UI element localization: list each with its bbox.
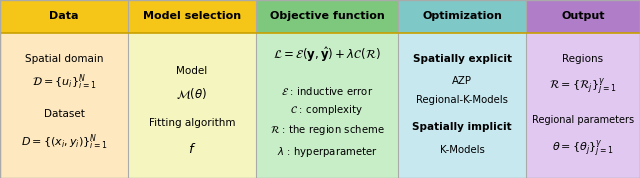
Text: Fitting algorithm: Fitting algorithm xyxy=(148,118,236,128)
Text: $\mathcal{E}$ : inductive error: $\mathcal{E}$ : inductive error xyxy=(281,85,373,97)
Text: K-Models: K-Models xyxy=(440,145,484,155)
Bar xyxy=(398,0,526,33)
Bar xyxy=(526,0,640,33)
Text: Spatial domain: Spatial domain xyxy=(25,54,103,64)
Text: $\mathcal{D} = \{u_i\}_{i=1}^{N}$: $\mathcal{D} = \{u_i\}_{i=1}^{N}$ xyxy=(32,72,96,92)
Text: $\mathcal{R}$ : the region scheme: $\mathcal{R}$ : the region scheme xyxy=(269,123,385,137)
Bar xyxy=(256,0,398,33)
Bar xyxy=(128,33,256,178)
Text: $D = \{(x_i, y_i)\}_{i=1}^{N}$: $D = \{(x_i, y_i)\}_{i=1}^{N}$ xyxy=(20,132,108,151)
Text: $\mathcal{M}(\theta)$: $\mathcal{M}(\theta)$ xyxy=(177,86,207,101)
Text: Objective function: Objective function xyxy=(269,11,385,22)
Bar xyxy=(256,33,398,178)
Text: Model selection: Model selection xyxy=(143,11,241,22)
Text: $\theta = \{\theta_j\}_{j=1}^{\gamma}$: $\theta = \{\theta_j\}_{j=1}^{\gamma}$ xyxy=(552,139,614,159)
Text: Output: Output xyxy=(561,11,605,22)
Text: $\mathcal{C}$ : complexity: $\mathcal{C}$ : complexity xyxy=(291,103,364,117)
Text: $\mathcal{R} = \{\mathcal{R}_j\}_{j=1}^{\gamma}$: $\mathcal{R} = \{\mathcal{R}_j\}_{j=1}^{… xyxy=(549,76,617,97)
Text: $\mathcal{L} = \mathcal{E}(\mathbf{y}, \hat{\mathbf{y}}) + \lambda\mathcal{C}(\m: $\mathcal{L} = \mathcal{E}(\mathbf{y}, \… xyxy=(273,45,381,64)
Bar xyxy=(0,0,128,33)
Text: Spatially explicit: Spatially explicit xyxy=(413,54,511,64)
Text: $\lambda$ : hyperparameter: $\lambda$ : hyperparameter xyxy=(276,145,378,159)
Text: Optimization: Optimization xyxy=(422,11,502,22)
Text: Regional parameters: Regional parameters xyxy=(532,115,634,125)
Text: Regions: Regions xyxy=(563,54,604,64)
Text: $f$: $f$ xyxy=(188,142,196,156)
Bar xyxy=(0,33,128,178)
Bar xyxy=(526,33,640,178)
Text: Data: Data xyxy=(49,11,79,22)
Text: Dataset: Dataset xyxy=(44,109,84,119)
Text: Regional-K-Models: Regional-K-Models xyxy=(416,95,508,105)
Bar xyxy=(398,33,526,178)
Text: AZP: AZP xyxy=(452,76,472,86)
Text: Spatially implicit: Spatially implicit xyxy=(412,122,512,132)
Text: Model: Model xyxy=(177,66,207,76)
Bar xyxy=(128,0,256,33)
